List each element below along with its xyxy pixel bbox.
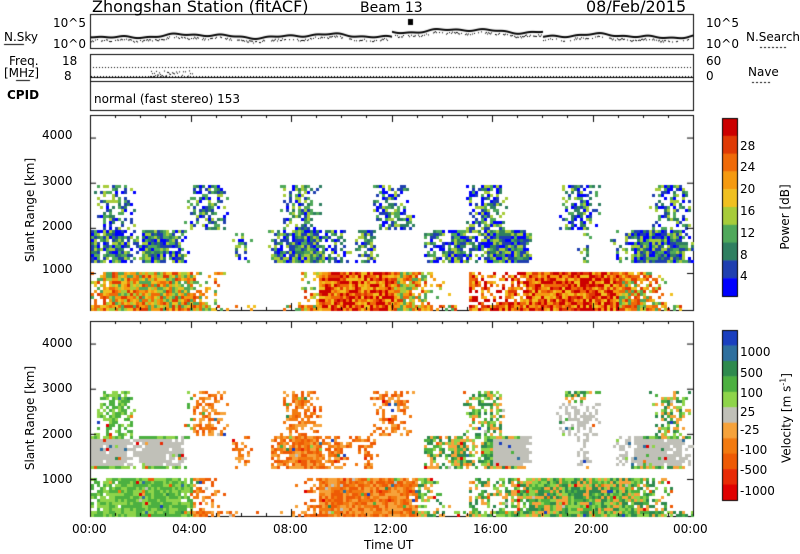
nsearch-label: N.Search bbox=[746, 30, 800, 44]
vel-cbar-tick-25: 25 bbox=[740, 405, 756, 419]
power-ytick-2000: 2000 bbox=[42, 219, 73, 233]
vel-ytick-3000: 3000 bbox=[42, 381, 73, 395]
freq-tick-top: 18 bbox=[62, 54, 78, 68]
xtick-2000: 20:00 bbox=[574, 522, 609, 536]
mode-text: normal (fast stereo) 153 bbox=[94, 92, 241, 106]
xtick-0400: 04:00 bbox=[172, 522, 207, 536]
xtick-0800: 08:00 bbox=[273, 522, 308, 536]
nsky-tick-top: 10^5 bbox=[53, 16, 86, 30]
power-cbar-tick-24: 24 bbox=[740, 160, 756, 174]
nave-label: Nave bbox=[748, 65, 779, 79]
power-cbar-tick-12: 12 bbox=[740, 226, 756, 240]
vel-cbar-tick-500: 500 bbox=[740, 366, 763, 380]
nsearch-tick-bottom: 10^0 bbox=[706, 37, 739, 51]
vel-ytick-2000: 2000 bbox=[42, 427, 73, 441]
vel-cbar-label: Velocity [m s-1] bbox=[778, 373, 794, 463]
vel-cbar-tick-neg25: -25 bbox=[740, 423, 760, 437]
vel-ylabel: Slant Range [km] bbox=[23, 365, 37, 471]
power-cbar-tick-8: 8 bbox=[740, 248, 748, 262]
date-label: 08/Feb/2015 bbox=[586, 0, 687, 16]
nave-tick-top: 60 bbox=[706, 54, 722, 68]
power-ytick-4000: 4000 bbox=[42, 128, 73, 142]
xtick-1600: 16:00 bbox=[473, 522, 508, 536]
power-cbar-tick-16: 16 bbox=[740, 204, 756, 218]
xtick-1200: 12:00 bbox=[373, 522, 408, 536]
vel-ytick-4000: 4000 bbox=[42, 336, 73, 350]
nsky-tick-bottom: 10^0 bbox=[53, 37, 86, 51]
vel-cbar-tick-100: 100 bbox=[740, 386, 763, 400]
vel-cbar-tick-1000: 1000 bbox=[740, 345, 771, 359]
power-cbar-tick-28: 28 bbox=[740, 139, 756, 153]
power-ytick-1000: 1000 bbox=[42, 262, 73, 276]
freq-label: Freq. bbox=[9, 54, 39, 68]
power-cbar-tick-20: 20 bbox=[740, 182, 756, 196]
xtick-2400: 00:00 bbox=[673, 522, 708, 536]
vel-cbar-tick-neg500: -500 bbox=[740, 463, 768, 477]
station-title: Zhongshan Station (fitACF) bbox=[92, 0, 309, 16]
xlabel: Time UT bbox=[364, 538, 414, 552]
power-ylabel: Slant Range [km] bbox=[23, 157, 37, 263]
nave-tick-bottom: 0 bbox=[706, 69, 714, 83]
nsky-label: N.Sky bbox=[4, 30, 39, 44]
cpid-label: CPID bbox=[7, 88, 40, 102]
xtick-0000: 00:00 bbox=[72, 522, 107, 536]
vel-cbar-tick-neg1000: -1000 bbox=[740, 484, 775, 498]
vel-ytick-1000: 1000 bbox=[42, 472, 73, 486]
freq-unit-label: [MHz] bbox=[4, 66, 40, 80]
beam-label: Beam 13 bbox=[360, 0, 423, 16]
power-cbar-label: Power [dB] bbox=[778, 184, 792, 250]
power-cbar-tick-4: 4 bbox=[740, 269, 748, 283]
freq-tick-bottom: 8 bbox=[64, 69, 72, 83]
vel-cbar-tick-neg100: -100 bbox=[740, 443, 768, 457]
power-ytick-3000: 3000 bbox=[42, 174, 73, 188]
nsearch-tick-top: 10^5 bbox=[706, 16, 739, 30]
